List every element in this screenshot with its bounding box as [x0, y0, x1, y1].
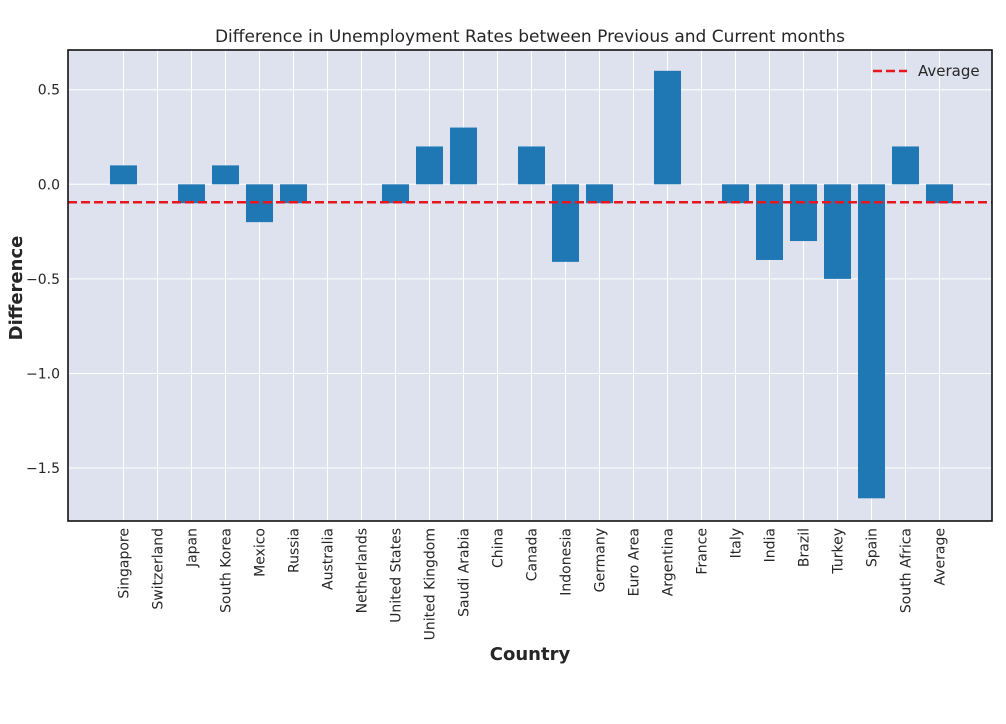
x-tick-label: United States	[389, 528, 405, 623]
bar	[722, 184, 749, 204]
bar	[212, 165, 239, 185]
x-tick-label: Indonesia	[559, 528, 575, 596]
x-axis-ticks: Singapore Switzerland Japan South Korea Mexi…	[117, 528, 949, 640]
x-tick-label: India	[763, 528, 779, 562]
x-tick-label: Singapore	[117, 528, 133, 599]
x-tick-label: Saudi Arabia	[457, 528, 473, 617]
bar	[858, 184, 885, 499]
x-tick-label: Turkey	[831, 528, 847, 575]
bar	[892, 146, 919, 185]
grid-lines	[68, 50, 992, 521]
x-tick-label: Netherlands	[355, 528, 371, 613]
bars	[110, 70, 953, 499]
bar	[756, 184, 783, 260]
legend-label-average: Average	[918, 62, 980, 80]
bar	[280, 184, 307, 204]
x-tick-label: Euro Area	[627, 528, 643, 596]
x-tick-label: China	[491, 528, 507, 568]
bar	[518, 146, 545, 185]
x-tick-label: United Kingdom	[423, 528, 439, 640]
bar	[450, 127, 477, 185]
x-tick-label: Switzerland	[151, 528, 167, 610]
x-tick-label: Canada	[525, 528, 541, 581]
bar	[790, 184, 817, 242]
y-axis-label: Difference	[6, 236, 27, 341]
x-tick-label: Russia	[287, 528, 303, 573]
bar	[178, 184, 205, 204]
bar	[110, 165, 137, 185]
x-tick-label: Australia	[321, 528, 337, 590]
y-tick-label: −0.5	[26, 272, 60, 288]
plot-frame	[67, 49, 993, 522]
x-tick-label: Italy	[729, 528, 745, 558]
x-tick-label: Average	[933, 528, 949, 586]
bar	[416, 146, 443, 185]
x-tick-label: South Korea	[219, 528, 235, 613]
x-tick-label: Germany	[593, 528, 609, 592]
y-tick-label: 0.5	[38, 83, 60, 99]
y-tick-label: −1.5	[26, 461, 60, 477]
x-tick-label: South Africa	[899, 528, 915, 613]
bar	[654, 70, 681, 185]
bar	[586, 184, 613, 204]
bar	[926, 184, 953, 204]
x-tick-label: France	[695, 528, 711, 575]
bar	[824, 184, 851, 279]
bar	[382, 184, 409, 204]
x-tick-label: Argentina	[661, 528, 677, 596]
y-axis-ticks: 0.5 0.0 −0.5 −1.0 −1.5	[26, 83, 60, 477]
y-tick-label: −1.0	[26, 366, 60, 382]
chart-title: Difference in Unemployment Rates between…	[215, 27, 845, 47]
x-tick-label: Mexico	[253, 528, 269, 577]
bar	[552, 184, 579, 262]
legend: Average	[873, 62, 980, 80]
plot-area	[68, 50, 992, 521]
x-axis-label: Country	[490, 644, 571, 665]
x-tick-label: Spain	[865, 528, 881, 567]
x-tick-label: Japan	[185, 528, 201, 568]
y-tick-label: 0.0	[38, 177, 60, 193]
x-tick-label: Brazil	[797, 528, 813, 567]
